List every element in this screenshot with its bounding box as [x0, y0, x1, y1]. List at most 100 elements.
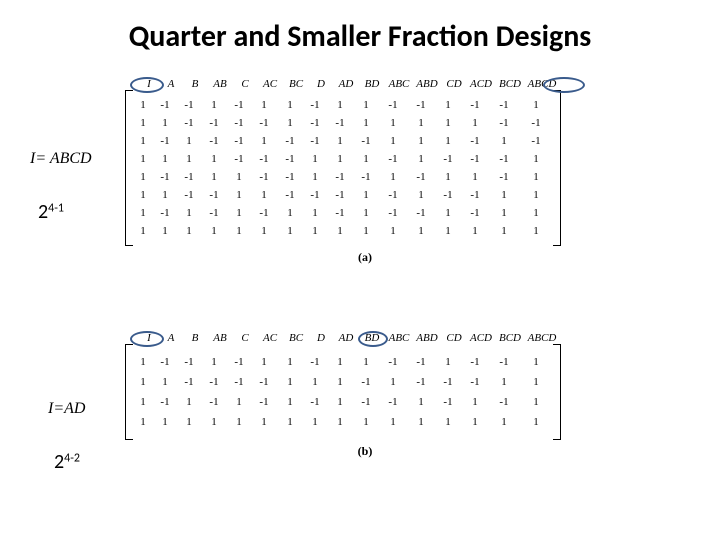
matrix-cell: 1: [251, 417, 277, 428]
matrix-cell: -1: [489, 100, 519, 111]
matrix-cell: 1: [519, 100, 553, 111]
col-header: BC: [283, 78, 309, 90]
matrix-cell: 1: [519, 226, 553, 237]
matrix-cell: 1: [303, 154, 327, 165]
matrix-cell: -1: [153, 136, 177, 147]
matrix-cell: 1: [277, 397, 303, 408]
matrix-cell: -1: [379, 397, 407, 408]
matrix-cell: 1: [201, 100, 227, 111]
notation-2-4-2: 24-2: [54, 450, 80, 474]
matrix-cell: 1: [153, 154, 177, 165]
matrix-row: 1-11-11-11-11-1-11-11-11: [133, 392, 553, 412]
matrix-b-rows: 1-1-11-111-111-1-11-1-1111-1-1-1-1111-11…: [133, 344, 553, 440]
matrix-cell: 1: [519, 190, 553, 201]
matrix-cell: -1: [461, 377, 489, 388]
highlight-oval: [358, 331, 388, 347]
matrix-row: 1-1-111-1-11-1-11-111-11: [133, 168, 553, 186]
matrix-cell: -1: [519, 118, 553, 129]
matrix-cell: 1: [435, 226, 461, 237]
matrix-cell: 1: [201, 417, 227, 428]
matrix-cell: 1: [303, 377, 327, 388]
matrix-cell: 1: [353, 417, 379, 428]
matrix-cell: 1: [133, 118, 153, 129]
matrix-cell: 1: [435, 118, 461, 129]
matrix-cell: 1: [133, 208, 153, 219]
matrix-cell: 1: [153, 377, 177, 388]
matrix-cell: 1: [303, 226, 327, 237]
matrix-cell: -1: [227, 377, 251, 388]
matrix-cell: 1: [435, 100, 461, 111]
matrix-row: 1111111111111111: [133, 222, 553, 240]
matrix-cell: 1: [251, 190, 277, 201]
col-header: BC: [283, 332, 309, 344]
matrix-b-body: 1-1-11-111-111-1-11-1-1111-1-1-1-1111-11…: [125, 344, 605, 440]
matrix-cell: 1: [201, 357, 227, 368]
col-header: AD: [333, 78, 359, 90]
matrix-cell: 1: [201, 154, 227, 165]
matrix-cell: 1: [327, 357, 353, 368]
matrix-cell: -1: [251, 397, 277, 408]
matrix-cell: 1: [251, 226, 277, 237]
matrix-cell: 1: [133, 397, 153, 408]
matrix-cell: -1: [303, 190, 327, 201]
matrix-cell: 1: [489, 190, 519, 201]
matrix-cell: 1: [379, 118, 407, 129]
matrix-cell: 1: [227, 172, 251, 183]
col-header: ABC: [385, 332, 413, 344]
matrix-cell: 1: [379, 417, 407, 428]
matrix-cell: -1: [177, 118, 201, 129]
matrix-row: 11-1-1-1-1111-11-1-1-111: [133, 372, 553, 392]
matrix-cell: 1: [379, 172, 407, 183]
matrix-cell: 1: [227, 397, 251, 408]
matrix-cell: 1: [133, 154, 153, 165]
matrix-cell: -1: [489, 397, 519, 408]
matrix-cell: 1: [277, 357, 303, 368]
matrix-cell: 1: [177, 397, 201, 408]
col-header: AB: [207, 78, 233, 90]
matrix-cell: -1: [461, 208, 489, 219]
matrix-cell: 1: [407, 154, 435, 165]
col-header: AC: [257, 78, 283, 90]
col-header: CD: [441, 332, 467, 344]
matrix-cell: -1: [379, 100, 407, 111]
matrix-a-rows: 1-1-11-111-111-1-11-1-1111-1-1-1-11-1-11…: [133, 90, 553, 246]
matrix-cell: 1: [489, 208, 519, 219]
matrix-cell: -1: [435, 190, 461, 201]
matrix-cell: -1: [201, 397, 227, 408]
matrix-cell: 1: [461, 397, 489, 408]
matrix-cell: -1: [153, 208, 177, 219]
highlight-oval: [543, 77, 585, 93]
matrix-cell: 1: [227, 226, 251, 237]
matrix-cell: 1: [251, 136, 277, 147]
matrix-cell: 1: [133, 357, 153, 368]
matrix-cell: 1: [153, 226, 177, 237]
matrix-cell: -1: [353, 136, 379, 147]
matrix-cell: 1: [177, 154, 201, 165]
matrix-row: 1111111111111111: [133, 412, 553, 432]
matrix-cell: 1: [519, 154, 553, 165]
matrix-cell: 1: [327, 397, 353, 408]
matrix-cell: -1: [303, 100, 327, 111]
matrix-cell: -1: [201, 190, 227, 201]
matrix-cell: 1: [353, 226, 379, 237]
label-i-ad: I=AD: [48, 400, 85, 418]
matrix-cell: 1: [227, 417, 251, 428]
col-header: ACD: [467, 332, 495, 344]
matrix-cell: 1: [407, 118, 435, 129]
matrix-cell: -1: [303, 118, 327, 129]
matrix-cell: 1: [353, 357, 379, 368]
col-header: C: [233, 78, 257, 90]
matrix-cell: -1: [461, 190, 489, 201]
matrix-cell: 1: [227, 208, 251, 219]
col-header: C: [233, 332, 257, 344]
matrix-cell: 1: [379, 136, 407, 147]
matrix-cell: 1: [327, 100, 353, 111]
matrix-cell: -1: [353, 172, 379, 183]
matrix-cell: 1: [227, 190, 251, 201]
matrix-cell: -1: [251, 172, 277, 183]
matrix-cell: 1: [435, 172, 461, 183]
matrix-cell: -1: [201, 377, 227, 388]
matrix-cell: -1: [327, 172, 353, 183]
matrix-row: 1111-1-1-1111-11-1-1-11: [133, 150, 553, 168]
matrix-cell: 1: [277, 226, 303, 237]
